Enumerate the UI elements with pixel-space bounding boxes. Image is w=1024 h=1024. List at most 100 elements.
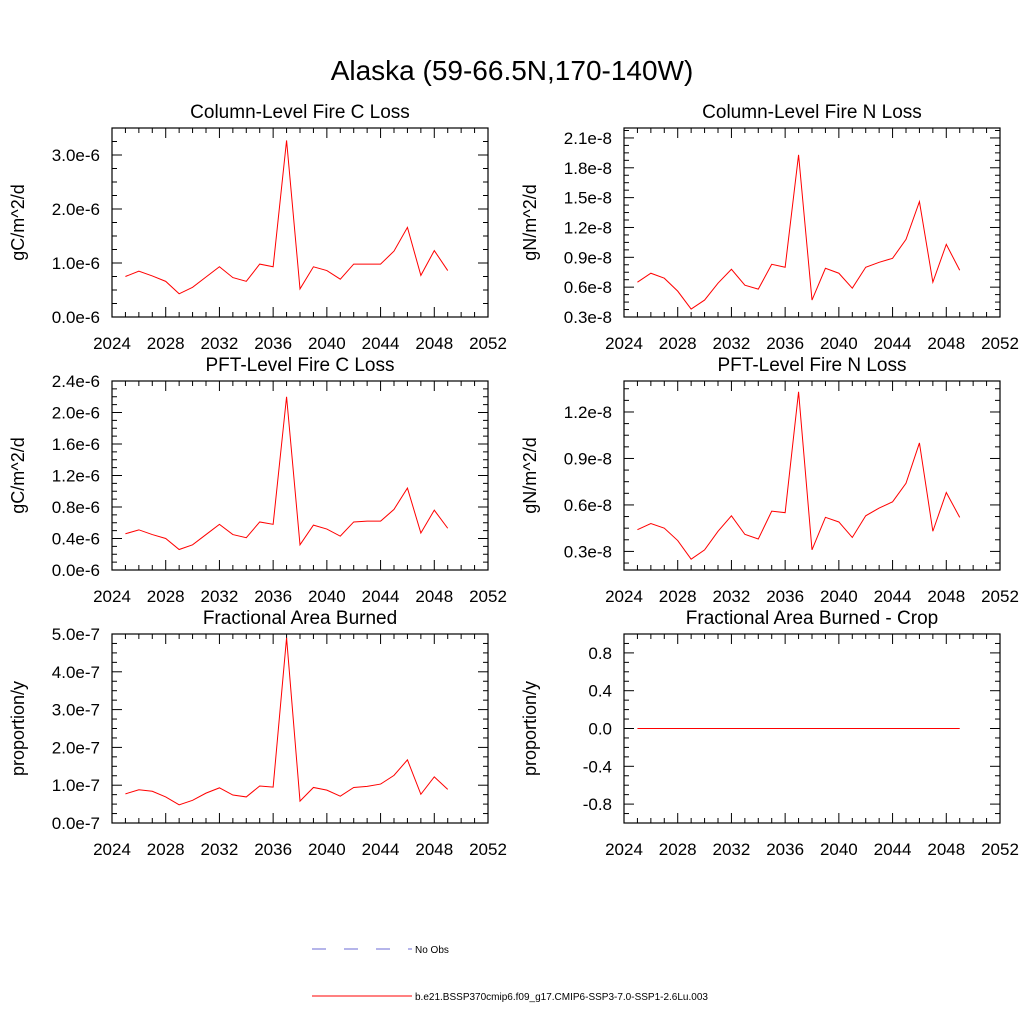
x-tick-label: 2032 [201, 587, 239, 606]
y-tick-label: 3.0e-6 [52, 146, 100, 165]
y-tick-label: 0.8 [588, 644, 612, 663]
chart-title: Column-Level Fire C Loss [190, 102, 410, 123]
y-axis-label: proportion/y [8, 681, 28, 776]
x-tick-label: 2036 [254, 587, 292, 606]
x-tick-label: 2044 [874, 840, 912, 859]
plot-frame [111, 633, 489, 824]
x-tick-label: 2028 [659, 840, 697, 859]
y-tick-label: 2.1e-8 [564, 129, 612, 148]
series-line-1 [125, 396, 449, 551]
x-tick-label: 2036 [766, 334, 804, 353]
x-tick-label: 2048 [927, 587, 965, 606]
y-tick-label: 0.3e-8 [564, 542, 612, 561]
x-tick-label: 2024 [93, 587, 131, 606]
y-tick-label: -0.8 [583, 795, 612, 814]
chart-title: Fractional Area Burned [203, 608, 397, 629]
legend-label-no-obs: No Obs [415, 945, 449, 956]
x-tick-label: 2052 [981, 334, 1019, 353]
y-tick-label: 0.9e-8 [564, 248, 612, 267]
chart-title: PFT-Level Fire N Loss [718, 355, 907, 376]
x-tick-label: 2028 [147, 334, 185, 353]
chart-panel-5: Fractional Area Burned proportion/y 2024 20… [8, 608, 507, 859]
y-tick-label: 1.2e-8 [564, 403, 612, 422]
x-tick-label: 2052 [469, 334, 507, 353]
x-tick-label: 2048 [415, 587, 453, 606]
y-tick-label: 2.0e-6 [52, 200, 100, 219]
legend: No Obs b.e21.BSSP370cmip6.f09_g17.CMIP6-… [312, 945, 708, 1003]
chart-panel-6: Fractional Area Burned - Crop proportion/… [520, 608, 1019, 859]
y-tick-label: 0.6e-8 [564, 496, 612, 515]
x-tick-label: 2044 [362, 587, 400, 606]
y-tick-label: 2.0e-7 [52, 738, 100, 757]
x-tick-label: 2044 [362, 840, 400, 859]
series-line-1 [637, 154, 961, 310]
x-tick-label: 2032 [201, 840, 239, 859]
y-tick-label: 5.0e-7 [52, 625, 100, 644]
y-axis-label: gC/m^2/d [8, 437, 28, 513]
x-tick-label: 2036 [766, 840, 804, 859]
x-tick-label: 2024 [93, 334, 131, 353]
x-tick-label: 2036 [766, 587, 804, 606]
x-tick-label: 2052 [981, 840, 1019, 859]
x-tick-label: 2044 [874, 587, 912, 606]
chart-panel-2: Column-Level Fire N Loss gN/m^2/d 2024 2028… [520, 102, 1019, 353]
y-tick-label: 1.5e-8 [564, 189, 612, 208]
x-tick-label: 2028 [147, 587, 185, 606]
x-tick-label: 2024 [605, 334, 643, 353]
page-title: Alaska (59-66.5N,170-140W) [331, 55, 694, 86]
y-tick-label: 2.0e-6 [52, 404, 100, 423]
chart-title: Fractional Area Burned - Crop [686, 608, 938, 629]
y-tick-label: 0.4 [588, 682, 612, 701]
y-tick-label: 1.2e-8 [564, 218, 612, 237]
y-tick-label: 1.2e-6 [52, 467, 100, 486]
series-line-1 [125, 140, 449, 295]
y-axis-label: gC/m^2/d [8, 184, 28, 260]
x-tick-label: 2032 [201, 334, 239, 353]
x-tick-label: 2032 [713, 840, 751, 859]
x-tick-label: 2052 [469, 587, 507, 606]
y-tick-label: 4.0e-7 [52, 663, 100, 682]
y-tick-label: -0.4 [583, 757, 612, 776]
x-tick-label: 2024 [605, 587, 643, 606]
y-tick-label: 1.0e-7 [52, 776, 100, 795]
y-tick-label: 0.3e-8 [564, 308, 612, 327]
y-tick-label: 1.0e-6 [52, 254, 100, 273]
x-tick-label: 2036 [254, 334, 292, 353]
plot-frame [623, 380, 1001, 571]
legend-label-model: b.e21.BSSP370cmip6.f09_g17.CMIP6-SSP3-7.… [415, 992, 708, 1003]
y-tick-label: 0.0e-6 [52, 308, 100, 327]
x-tick-label: 2048 [927, 840, 965, 859]
x-tick-label: 2024 [605, 840, 643, 859]
x-tick-label: 2040 [308, 840, 346, 859]
x-tick-label: 2048 [415, 840, 453, 859]
x-tick-label: 2048 [927, 334, 965, 353]
x-tick-label: 2040 [308, 334, 346, 353]
series-line-1 [637, 391, 961, 560]
x-tick-label: 2052 [981, 587, 1019, 606]
y-tick-label: 0.0 [588, 720, 612, 739]
y-tick-label: 2.4e-6 [52, 372, 100, 391]
chart-title: PFT-Level Fire C Loss [206, 355, 395, 376]
y-tick-label: 0.9e-8 [564, 449, 612, 468]
y-tick-label: 0.4e-6 [52, 530, 100, 549]
x-tick-label: 2040 [820, 334, 858, 353]
y-tick-label: 0.0e-6 [52, 561, 100, 580]
chart-panel-3: PFT-Level Fire C Loss gC/m^2/d 2024 2028 203… [8, 355, 507, 606]
y-tick-label: 0.6e-8 [564, 278, 612, 297]
x-tick-label: 2028 [659, 334, 697, 353]
chart-panel-4: PFT-Level Fire N Loss gN/m^2/d 2024 2028 203… [520, 355, 1019, 606]
y-axis-label: gN/m^2/d [520, 437, 540, 513]
y-axis-label: proportion/y [520, 681, 540, 776]
series-line-1 [125, 637, 449, 806]
y-tick-label: 3.0e-7 [52, 701, 100, 720]
panels: Column-Level Fire C Loss gC/m^2/d 2024 2028… [8, 102, 1019, 859]
x-tick-label: 2048 [415, 334, 453, 353]
x-tick-label: 2028 [147, 840, 185, 859]
x-tick-label: 2032 [713, 334, 751, 353]
x-tick-label: 2024 [93, 840, 131, 859]
y-axis-label: gN/m^2/d [520, 184, 540, 260]
chart-panel-1: Column-Level Fire C Loss gC/m^2/d 2024 2028… [8, 102, 507, 353]
y-tick-label: 0.8e-6 [52, 498, 100, 517]
